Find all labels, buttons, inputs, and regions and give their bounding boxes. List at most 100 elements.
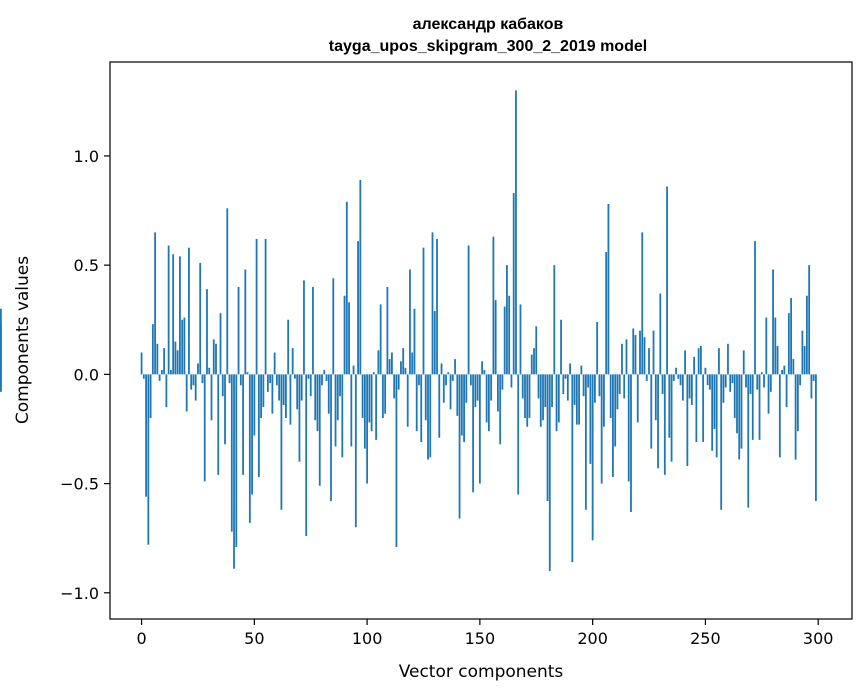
bar [648,348,650,375]
y-tick-label: −0.5 [60,475,99,494]
bar [248,374,251,523]
bar [686,374,689,467]
bar [397,374,400,390]
bar [713,374,716,429]
bar [666,186,668,375]
bar [542,374,544,421]
bar [163,348,166,375]
bar [377,350,380,375]
bar [447,372,450,375]
bar [445,374,447,386]
bar [524,374,526,419]
bar [352,365,355,375]
bar [528,374,531,419]
bar [257,374,260,478]
bar [478,374,481,484]
y-axis-ticks: −1.0 −0.5 0.0 0.5 1.0 [60,147,110,603]
bar [307,374,310,379]
bar [783,365,786,375]
x-tick-label: 300 [803,629,834,648]
bar [165,374,168,408]
bar [160,369,163,375]
bar [582,374,585,397]
bar [221,374,224,397]
bar [621,343,623,375]
bar [325,374,328,381]
bar [273,352,276,375]
bar [212,339,215,375]
bar [724,374,727,388]
bar [634,335,637,375]
bar [197,363,199,375]
bar [562,374,565,395]
bar [386,286,389,375]
bar [298,374,301,462]
bar [242,374,244,475]
bar [625,339,628,375]
bar [754,241,756,375]
bar [208,367,211,375]
bar [181,319,184,375]
bar [584,374,587,510]
bar [381,374,384,419]
bar [591,374,594,541]
bar [499,374,502,445]
bar [235,374,238,547]
bar [776,345,779,375]
bar [190,374,193,390]
bar [359,179,362,375]
bar [535,326,538,375]
bar [219,313,222,375]
bar [465,374,468,403]
bar [469,374,472,386]
bar [799,374,802,386]
bar [672,374,675,381]
bar [140,352,143,375]
bar [668,374,671,438]
bar [188,247,190,375]
bar [368,374,371,423]
bar [418,374,420,386]
bar [287,319,290,375]
bar [589,374,592,464]
bar [230,374,233,532]
bar [343,295,346,375]
bar [555,374,558,432]
bar [661,374,664,395]
bar [451,374,454,381]
bar [422,247,425,375]
bar [339,374,341,397]
bar [785,374,788,408]
y-tick-label: 0.5 [74,256,99,275]
bar [363,374,366,449]
bar [560,319,562,375]
bar [569,363,571,375]
bar [427,374,429,460]
bar [503,306,506,375]
bar [167,245,170,375]
bar [420,374,423,443]
bar [233,374,235,569]
bar [704,367,707,375]
bar [275,374,278,386]
bar [702,374,705,443]
bar [546,374,549,502]
bar [336,374,339,421]
bar [573,374,576,405]
bar [772,269,774,375]
bar [657,374,659,469]
bar [440,363,443,375]
bar [350,374,353,447]
bar [354,374,357,528]
bar [253,374,256,436]
bar [411,352,414,375]
bar [711,374,714,451]
bar [632,328,635,375]
bar [699,345,702,375]
bar [675,367,677,375]
bar [291,348,294,375]
bar [810,374,813,399]
bar [384,374,387,414]
bar [618,374,621,395]
bar [413,308,416,375]
